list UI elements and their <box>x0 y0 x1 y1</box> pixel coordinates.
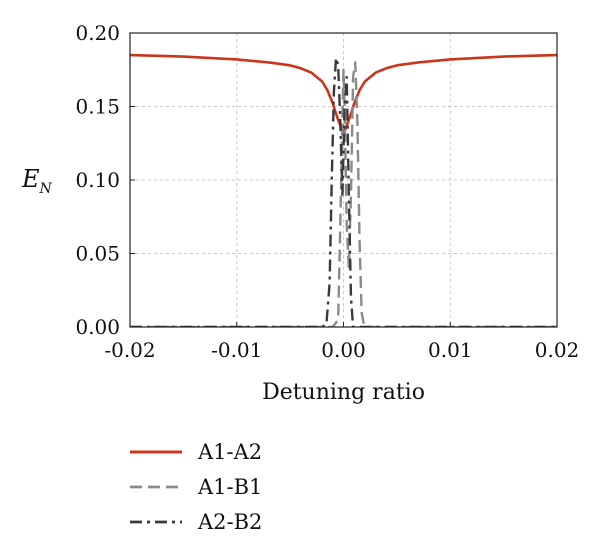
legend: A1-A2 A1-B1 A2-B2 <box>130 440 262 534</box>
series-line-a1-b1 <box>130 61 557 327</box>
x-axis: -0.02 -0.01 0.00 0.01 0.02 <box>104 322 579 362</box>
series-layer <box>130 53 557 327</box>
y-tick-label-4: 0.20 <box>75 21 120 45</box>
y-tick-label-2: 0.10 <box>75 168 120 192</box>
x-tick-label-0: -0.02 <box>104 338 155 362</box>
series-line-a1-a2 <box>130 53 557 133</box>
x-tick-label-4: 0.02 <box>535 338 580 362</box>
y-axis: 0.00 0.05 0.10 0.15 0.20 <box>75 21 135 339</box>
x-axis-label: Detuning ratio <box>262 380 425 405</box>
x-tick-label-2: 0.00 <box>321 338 366 362</box>
x-tick-label-1: -0.01 <box>211 338 262 362</box>
y-axis-label-main: E <box>21 165 40 193</box>
legend-label-a1-b1: A1-B1 <box>197 475 262 499</box>
legend-label-a1-a2: A1-A2 <box>197 440 262 464</box>
y-tick-label-3: 0.15 <box>75 95 120 119</box>
y-axis-label-sub: N <box>39 181 53 197</box>
legend-label-a2-b2: A2-B2 <box>197 510 262 534</box>
y-tick-label-0: 0.00 <box>75 315 120 339</box>
x-tick-label-3: 0.01 <box>428 338 473 362</box>
y-axis-label: EN <box>21 165 53 197</box>
y-tick-label-1: 0.05 <box>75 242 120 266</box>
